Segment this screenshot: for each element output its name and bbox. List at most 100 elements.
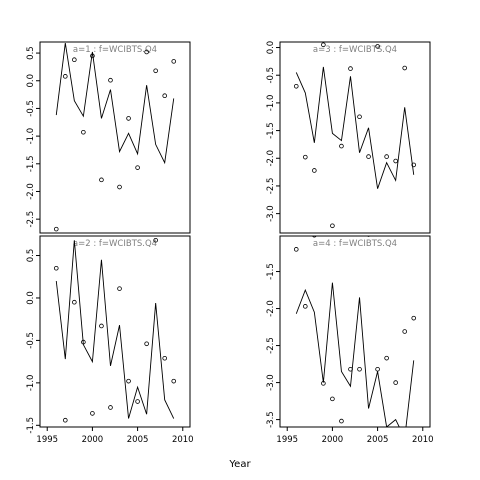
data-point: [393, 158, 398, 164]
data-point: [339, 143, 344, 149]
data-point: [72, 57, 77, 63]
panel-title: a=2 : f=WCIBTS.Q4: [73, 239, 157, 249]
y-tick-label: -0.5: [266, 67, 276, 84]
x-tick-label: 2000: [82, 435, 104, 445]
panel-frame: [39, 41, 191, 234]
y-tick-label: -1.0: [26, 375, 36, 392]
data-point: [321, 42, 326, 48]
data-point: [99, 177, 104, 183]
data-point: [293, 83, 299, 89]
y-tick-label: -0.5: [26, 332, 36, 349]
y-tick-label: -1.5: [26, 417, 36, 434]
data-point: [108, 405, 113, 410]
plot-area: [293, 42, 417, 229]
data-point: [126, 378, 131, 384]
data-point: [63, 417, 68, 423]
data-point: [321, 381, 326, 386]
x-tick-label: 2010: [172, 435, 194, 445]
x-tick-label: 1995: [36, 435, 58, 445]
data-point: [393, 380, 398, 385]
data-point: [330, 396, 335, 402]
y-tick-label: -1.0: [266, 95, 276, 112]
data-point: [366, 154, 371, 159]
data-point: [53, 265, 59, 271]
y-tick-label: -2.5: [26, 211, 36, 228]
data-point: [402, 65, 407, 71]
series-line: [295, 66, 415, 189]
panel-frame: [279, 41, 431, 234]
data-point: [144, 341, 149, 347]
data-point: [162, 93, 167, 99]
data-point: [366, 236, 371, 237]
y-tick-label: -1.5: [266, 263, 276, 280]
data-point: [90, 53, 95, 59]
y-tick-label: -2.0: [266, 150, 276, 167]
data-point: [303, 304, 308, 309]
y-tick-label: -3.5: [266, 411, 276, 428]
panel-frame: [39, 235, 191, 428]
panel-title: a=4 : f=WCIBTS.Q4: [313, 239, 397, 249]
data-point: [90, 411, 95, 416]
data-point: [135, 165, 140, 170]
x-tick-label: 2000: [322, 435, 344, 445]
data-point: [312, 236, 317, 238]
y-tick-label: 0.0: [26, 291, 36, 305]
data-point: [357, 114, 362, 120]
data-point: [402, 329, 407, 334]
y-tick-label: -2.5: [266, 178, 276, 195]
y-tick-label: -1.0: [26, 128, 36, 145]
series-line: [55, 43, 175, 165]
data-point: [171, 59, 177, 64]
data-point: [63, 74, 68, 79]
y-tick-label: -1.5: [26, 156, 36, 173]
data-point: [171, 378, 177, 384]
data-point: [384, 355, 389, 361]
data-point: [303, 154, 308, 160]
data-point: [153, 68, 158, 74]
data-point: [384, 154, 389, 159]
data-point: [81, 129, 86, 135]
data-point: [72, 299, 77, 305]
data-point: [126, 116, 131, 121]
x-tick-label: 1995: [276, 435, 298, 445]
panel-a1: a=1 : f=WCIBTS.Q4 0.5 0.0 -0.5 -1.0 -1.5 -2.0 -…: [26, 41, 191, 234]
panel-title: a=1 : f=WCIBTS.Q4: [73, 45, 157, 55]
data-point: [108, 77, 113, 83]
data-point: [99, 323, 104, 329]
panel-a3: a=3 : f=WCIBTS.Q4 0.0 -0.5 -1.0 -1.5 -2.0 -2.5…: [266, 41, 431, 234]
y-tick-label: -0.5: [26, 100, 36, 117]
data-point: [375, 366, 380, 372]
data-point: [411, 315, 417, 321]
data-point: [339, 418, 344, 424]
y-tick-label: 0.5: [26, 46, 36, 60]
plot-area: [293, 236, 417, 427]
data-point: [348, 66, 353, 71]
data-point: [293, 247, 299, 252]
data-point: [117, 184, 122, 190]
data-point: [135, 399, 140, 404]
plot-area: [53, 43, 177, 232]
y-tick-label: 0.0: [266, 41, 276, 55]
x-tick-label: 2010: [412, 435, 434, 445]
data-point: [81, 339, 86, 345]
data-point: [357, 366, 362, 372]
plot-area: [53, 237, 177, 423]
y-tick-label: 0.0: [26, 74, 36, 88]
y-tick-label: -2.0: [266, 300, 276, 317]
data-point: [330, 223, 335, 229]
y-tick-label: -1.5: [266, 122, 276, 139]
y-tick-label: -3.0: [266, 374, 276, 391]
data-point: [312, 168, 317, 173]
panel-frame: [279, 235, 431, 428]
data-point: [411, 162, 417, 168]
panel-a4: a=4 : f=WCIBTS.Q4 -1.5 -2.0 -2.5 -3.0 -3.5199…: [266, 235, 434, 445]
series-line: [55, 240, 175, 419]
y-tick-label: -2.5: [266, 337, 276, 354]
y-tick-label: -3.0: [266, 205, 276, 222]
x-tick-label: 2005: [367, 435, 389, 445]
y-tick-label: 0.5: [26, 249, 36, 263]
data-point: [348, 366, 353, 372]
data-point: [117, 286, 122, 291]
